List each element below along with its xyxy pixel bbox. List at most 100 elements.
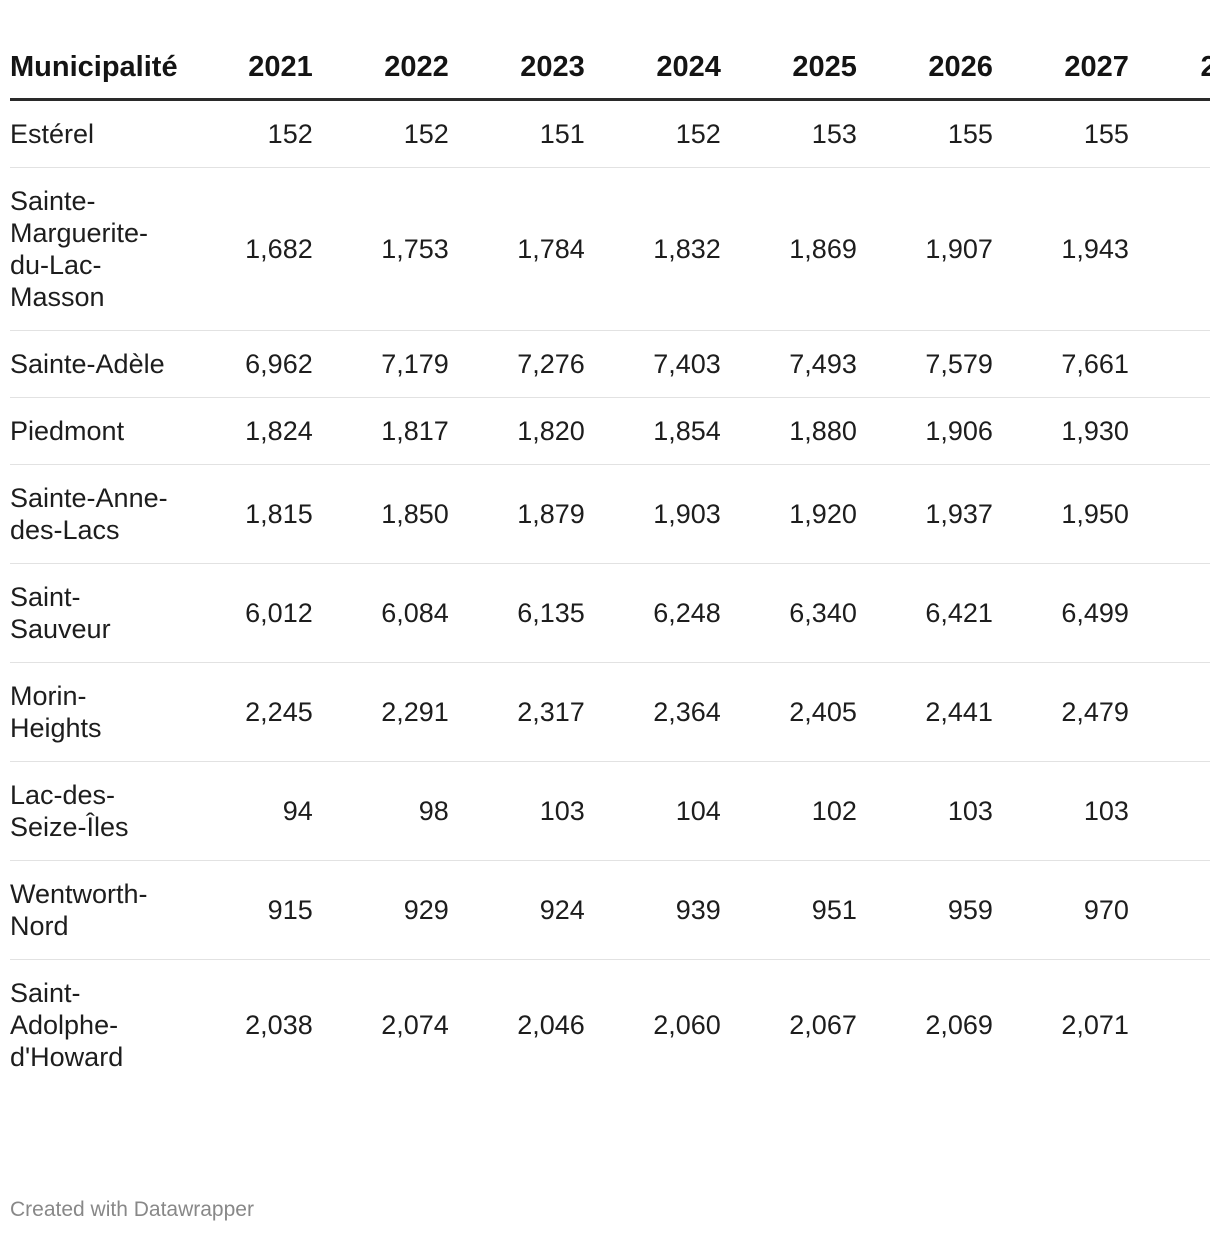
- population-value-cell: 2,038: [245, 1010, 313, 1040]
- population-value-cell: 1,784: [453, 167, 590, 331]
- population-value-cell: 6,084: [317, 563, 454, 663]
- municipality-name-cell: Estérel: [10, 99, 182, 168]
- population-value-cell: 2,: [1134, 960, 1210, 1091]
- table-row: Sainte-Adèle 6,962 7,179 7,276 7,403 7,493 7,5…: [10, 330, 1210, 398]
- population-value-cell: 1,824: [181, 397, 318, 465]
- population-value-cell: 1,: [1133, 464, 1210, 564]
- municipality-name-cell: Morin-Heights: [10, 662, 182, 762]
- table-row: Morin-Heights 2,245 2,291 2,317 2,364 2,405 2,…: [10, 662, 1210, 762]
- population-value-cell: 103: [997, 761, 1134, 861]
- population-value-cell: 2,067: [789, 1010, 857, 1040]
- municipality-name-cell: Sainte-Adèle: [10, 330, 182, 398]
- population-value-cell: 98: [317, 761, 454, 861]
- population-value-cell: 7,661: [997, 330, 1134, 398]
- municipality-name-cell: Piedmont: [10, 397, 182, 465]
- column-header-2028: 2028: [1133, 36, 1210, 101]
- population-value-cell: 1,879: [453, 464, 590, 564]
- population-value-cell: 6,: [1133, 563, 1210, 663]
- population-value-cell: 924: [453, 860, 590, 960]
- population-value-cell: 1,815: [181, 464, 318, 564]
- population-value-cell: 7,579: [861, 330, 998, 398]
- population-value-cell: 102: [725, 761, 862, 861]
- population-value-cell: 7,: [1133, 330, 1210, 398]
- population-value-cell: 1,903: [589, 464, 726, 564]
- column-header-municipalite: Municipalité: [10, 36, 182, 101]
- population-value-cell: 1,906: [861, 397, 998, 465]
- population-value-cell: 2,060: [653, 1010, 721, 1040]
- population-value-cell: 7,493: [725, 330, 862, 398]
- population-value-cell: 1,682: [181, 167, 318, 331]
- municipality-name-cell: Saint-Sauveur: [10, 563, 182, 663]
- population-value-cell: 6,135: [453, 563, 590, 663]
- population-value-cell: 94: [181, 761, 318, 861]
- population-value-cell: 1,950: [997, 464, 1134, 564]
- population-value-cell: 2,: [1133, 662, 1210, 762]
- table-row: Piedmont 1,824 1,817 1,820 1,854 1,880 1,906 1,…: [10, 397, 1210, 465]
- population-value-cell: 6,962: [181, 330, 318, 398]
- population-value-cell: 970: [997, 860, 1134, 960]
- population-value-cell: 2,364: [589, 662, 726, 762]
- municipality-name-cell: Sainte-Marguerite-du-Lac-Masson: [10, 167, 182, 331]
- population-value-cell: 152: [181, 99, 318, 168]
- population-value-cell: 6,340: [725, 563, 862, 663]
- population-value-cell: 1,753: [317, 167, 454, 331]
- population-value-cell: 6,421: [861, 563, 998, 663]
- population-value-cell: 951: [725, 860, 862, 960]
- population-value-cell: 1,869: [725, 167, 862, 331]
- population-value-cell: 1,820: [453, 397, 590, 465]
- population-value-cell: 152: [589, 99, 726, 168]
- table-row: Saint-Sauveur 6,012 6,084 6,135 6,248 6,340 6,…: [10, 563, 1210, 663]
- table-header-row: Municipalité 2021 2022 2023 2024 2025 2026 2027…: [10, 36, 1210, 101]
- population-value-cell: 103: [861, 761, 998, 861]
- population-value-cell: 1,880: [725, 397, 862, 465]
- population-value-cell: 152: [317, 99, 454, 168]
- population-value-cell: 7,179: [317, 330, 454, 398]
- population-value-cell: 103: [453, 761, 590, 861]
- population-value-cell: 6,248: [589, 563, 726, 663]
- population-value-cell: 1,943: [997, 167, 1134, 331]
- population-value-cell: 1,817: [317, 397, 454, 465]
- population-value-cell: 6,499: [997, 563, 1134, 663]
- municipality-name-cell: Sainte-Anne-des-Lacs: [10, 464, 182, 564]
- population-value-cell: 939: [589, 860, 726, 960]
- municipality-name-cell: Saint-Adolphe-d'Howard: [10, 978, 124, 1072]
- table-body: Estérel 152 152 151 152 153 155 155 Sainte-Margu…: [10, 99, 1210, 1091]
- table-row: Lac-des-Seize-Îles 94 98 103 104 102 103 103: [10, 761, 1210, 861]
- population-value-cell: 929: [317, 860, 454, 960]
- population-value-cell: 1,850: [317, 464, 454, 564]
- population-value-cell: 153: [725, 99, 862, 168]
- column-header-2022: 2022: [317, 36, 454, 101]
- population-value-cell: 1,854: [589, 397, 726, 465]
- population-value-cell: 7,403: [589, 330, 726, 398]
- population-value-cell: 2,405: [725, 662, 862, 762]
- population-value-cell: 1,937: [861, 464, 998, 564]
- population-value-cell: 2,291: [317, 662, 454, 762]
- population-value-cell: 2,441: [861, 662, 998, 762]
- column-header-2023: 2023: [453, 36, 590, 101]
- population-value-cell: 151: [453, 99, 590, 168]
- population-table: Municipalité 2021 2022 2023 2024 2025 2026 2027…: [10, 36, 1210, 1090]
- population-value-cell: 7,276: [453, 330, 590, 398]
- population-value-cell: 915: [181, 860, 318, 960]
- population-table-container: Municipalité 2021 2022 2023 2024 2025 2026 2027…: [10, 36, 1210, 1090]
- population-value-cell: 2,074: [381, 1010, 449, 1040]
- column-header-2025: 2025: [725, 36, 862, 101]
- column-header-2021: 2021: [181, 36, 318, 101]
- population-value-cell: 6,012: [181, 563, 318, 663]
- population-value-cell: 1,920: [725, 464, 862, 564]
- population-value-cell: 2,317: [453, 662, 590, 762]
- population-value-cell: 1,832: [589, 167, 726, 331]
- municipality-name-cell: Wentworth-Nord: [10, 860, 182, 960]
- column-header-2024: 2024: [589, 36, 726, 101]
- table-row: Wentworth-Nord 915 929 924 939 951 959 970: [10, 860, 1210, 960]
- population-value-cell: [1133, 761, 1210, 861]
- municipality-name-cell: Lac-des-Seize-Îles: [10, 761, 182, 861]
- population-value-cell: 155: [997, 99, 1134, 168]
- table-row: Estérel 152 152 151 152 153 155 155: [10, 99, 1210, 168]
- table-row: Sainte-Marguerite-du-Lac-Masson 1,682 1,75…: [10, 167, 1210, 331]
- population-value-cell: 155: [861, 99, 998, 168]
- population-value-cell: 104: [589, 761, 726, 861]
- population-value-cell: [1133, 99, 1210, 168]
- column-header-2026: 2026: [861, 36, 998, 101]
- population-value-cell: 2,046: [517, 1010, 585, 1040]
